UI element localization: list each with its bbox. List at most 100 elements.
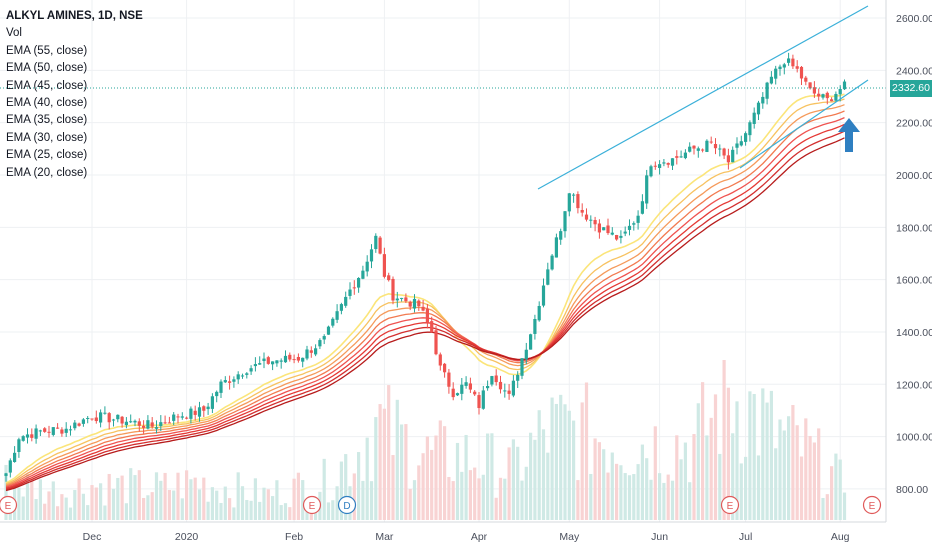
volume-bar <box>210 487 214 520</box>
candle <box>473 391 477 395</box>
candle <box>744 133 748 142</box>
volume-bar <box>576 480 580 520</box>
candle <box>739 141 743 146</box>
candle <box>271 361 275 365</box>
candle <box>580 209 584 213</box>
candle <box>326 326 331 335</box>
volume-bar <box>602 449 606 520</box>
candle <box>808 82 812 89</box>
candle <box>632 223 636 225</box>
ema-label[interactable]: EMA (50, close) <box>6 62 88 75</box>
candle <box>718 148 722 150</box>
candle <box>305 349 309 359</box>
volume-bar <box>253 478 257 520</box>
x-tick-label: Jun <box>651 531 668 543</box>
volume-bar <box>116 477 120 520</box>
y-tick-label: 800.00 <box>896 484 928 496</box>
candle <box>210 396 214 409</box>
ema-label[interactable]: EMA (20, close) <box>6 166 88 179</box>
volume-bar <box>791 405 795 520</box>
volume-bar <box>619 465 623 520</box>
volume-bar <box>541 429 546 520</box>
candle <box>344 296 348 306</box>
candle <box>185 417 189 419</box>
candle <box>658 164 662 168</box>
volume-bar <box>425 436 429 520</box>
volume-bar <box>81 493 85 520</box>
candle <box>154 427 159 429</box>
candle <box>262 358 266 362</box>
volume-bar <box>189 479 193 520</box>
event-circle <box>302 495 322 515</box>
candle <box>292 359 296 361</box>
candle <box>206 406 210 410</box>
candle <box>395 298 399 301</box>
candle <box>25 434 30 438</box>
candle <box>30 434 34 438</box>
volume-bar <box>103 505 107 520</box>
ema-label[interactable]: EMA (40, close) <box>6 97 88 110</box>
volume-bar <box>159 480 163 520</box>
volume-bar <box>623 473 627 520</box>
candle <box>774 68 778 79</box>
candle <box>701 149 705 151</box>
y-tick-label: 2400.00 <box>896 65 932 77</box>
candle <box>266 357 270 364</box>
candle <box>133 420 137 423</box>
candle <box>223 380 227 383</box>
volume-bar <box>133 475 137 520</box>
volume-bar <box>739 463 743 520</box>
volume-bar <box>240 486 245 520</box>
volume-bar <box>288 507 292 520</box>
volume-bar <box>572 420 576 520</box>
volume-bar <box>51 481 55 520</box>
candle <box>520 358 524 376</box>
candle <box>464 382 468 386</box>
candle <box>404 297 408 302</box>
candle <box>692 145 696 149</box>
volume-bar <box>744 456 748 520</box>
ema-label[interactable]: EMA (45, close) <box>6 79 88 92</box>
volume-bar <box>460 471 464 520</box>
candle <box>713 143 718 149</box>
candle <box>679 156 683 158</box>
volume-bar <box>56 506 60 520</box>
ema-label[interactable]: EMA (25, close) <box>6 149 88 162</box>
volume-bar <box>25 474 30 520</box>
candle <box>339 304 343 311</box>
candle <box>769 76 773 84</box>
volume-bar <box>197 489 202 520</box>
volume-bar <box>99 483 103 520</box>
volume-bar <box>507 447 511 520</box>
candle <box>167 422 171 424</box>
volume-bar <box>266 489 270 520</box>
candle <box>830 99 834 102</box>
candle <box>172 414 176 421</box>
volume-bar <box>670 480 675 520</box>
ema-label[interactable]: EMA (55, close) <box>6 44 88 57</box>
volume-bar <box>129 468 133 520</box>
candle <box>645 175 649 204</box>
volume-bar <box>520 480 524 520</box>
candle <box>726 155 730 163</box>
ema-label[interactable]: EMA (30, close) <box>6 131 88 144</box>
volume-bar <box>111 488 116 520</box>
volume-bar <box>774 448 778 520</box>
ema-label[interactable]: EMA (35, close) <box>6 114 88 127</box>
volume-label[interactable]: Vol <box>6 27 22 40</box>
candle <box>541 285 546 306</box>
volume-bar <box>778 419 782 520</box>
candle <box>361 270 365 279</box>
candle <box>120 416 124 424</box>
symbol-title[interactable]: ALKYL AMINES, 1D, NSE <box>6 10 143 22</box>
volume-bar <box>206 501 210 520</box>
candle <box>481 390 485 409</box>
volume-bar <box>455 442 460 520</box>
volume-bar <box>137 470 141 520</box>
volume-bar <box>752 394 756 520</box>
volume-bar <box>331 500 335 520</box>
candle <box>821 94 825 98</box>
volume-bar <box>64 497 68 520</box>
